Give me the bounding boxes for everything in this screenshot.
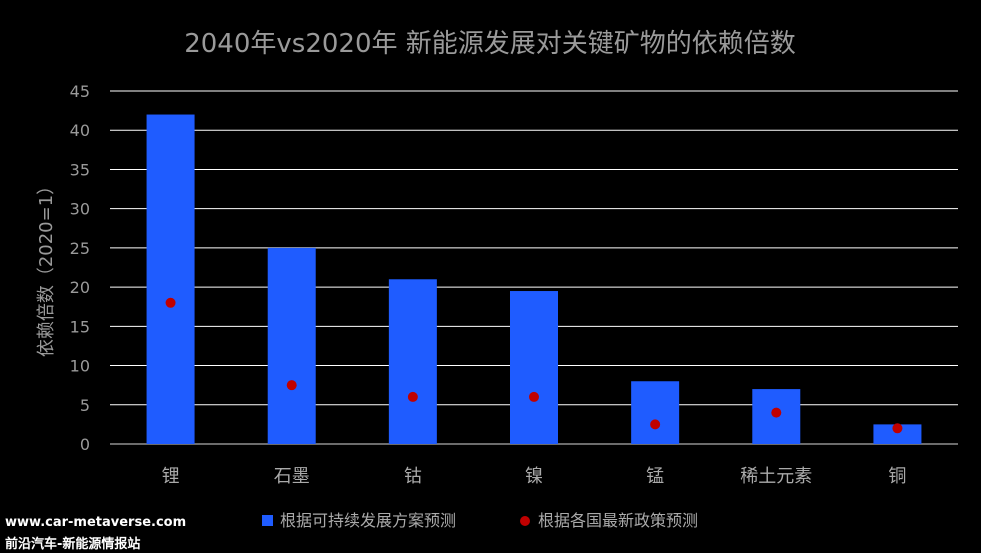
- dot-point: [407, 391, 418, 402]
- y-tick-label: 45: [70, 82, 90, 101]
- x-tick-label: 锂: [162, 466, 180, 487]
- x-tick-labels: 锂 石墨 钴 镍 锰 稀土元素 铜: [162, 466, 907, 487]
- y-tick-label: 5: [80, 396, 90, 415]
- y-tick-labels: 0 5 10 15 20 25 30 35 40 45: [70, 82, 90, 454]
- bar: [267, 247, 316, 444]
- bar: [388, 279, 437, 444]
- legend: 根据可持续发展方案预测 根据各国最新政策预测: [262, 511, 698, 530]
- y-tick-label: 30: [70, 200, 90, 219]
- y-tick-label: 10: [70, 357, 90, 376]
- legend-label-bar: 根据可持续发展方案预测: [280, 511, 456, 530]
- x-tick-label: 石墨: [274, 466, 310, 487]
- dot-point: [286, 380, 297, 391]
- watermark-site: 前沿汽车-新能源情报站: [5, 537, 141, 552]
- y-tick-label: 20: [70, 278, 90, 297]
- chart-title: 2040年vs2020年 新能源发展对关键矿物的依赖倍数: [184, 29, 796, 59]
- gridlines: [110, 90, 958, 445]
- dot-series: [165, 297, 903, 434]
- bar: [873, 424, 922, 444]
- bar-series: [146, 114, 922, 445]
- y-axis-label: 依赖倍数（2020=1）: [36, 177, 57, 357]
- bar: [510, 291, 558, 444]
- x-tick-label: 钴: [404, 466, 422, 487]
- dot-point: [529, 391, 539, 402]
- y-tick-label: 35: [70, 160, 90, 179]
- dot-point: [771, 407, 782, 418]
- watermark-url: www.car-metaverse.com: [5, 515, 187, 530]
- x-tick-label: 稀土元素: [740, 466, 812, 487]
- x-tick-label: 铜: [888, 466, 906, 487]
- legend-swatch-dot: [520, 516, 530, 526]
- bar: [631, 381, 680, 444]
- y-tick-label: 25: [70, 239, 90, 258]
- dot-point: [165, 297, 176, 308]
- x-tick-label: 锰: [646, 466, 664, 487]
- x-tick-label: 镍: [525, 466, 543, 487]
- legend-swatch-bar: [262, 515, 273, 526]
- y-tick-label: 15: [70, 317, 90, 336]
- legend-label-dot: 根据各国最新政策预测: [538, 511, 698, 530]
- y-tick-label: 40: [70, 121, 90, 140]
- dot-point: [892, 423, 903, 434]
- y-tick-label: 0: [80, 435, 90, 454]
- dot-point: [650, 419, 661, 430]
- bar: [146, 114, 195, 445]
